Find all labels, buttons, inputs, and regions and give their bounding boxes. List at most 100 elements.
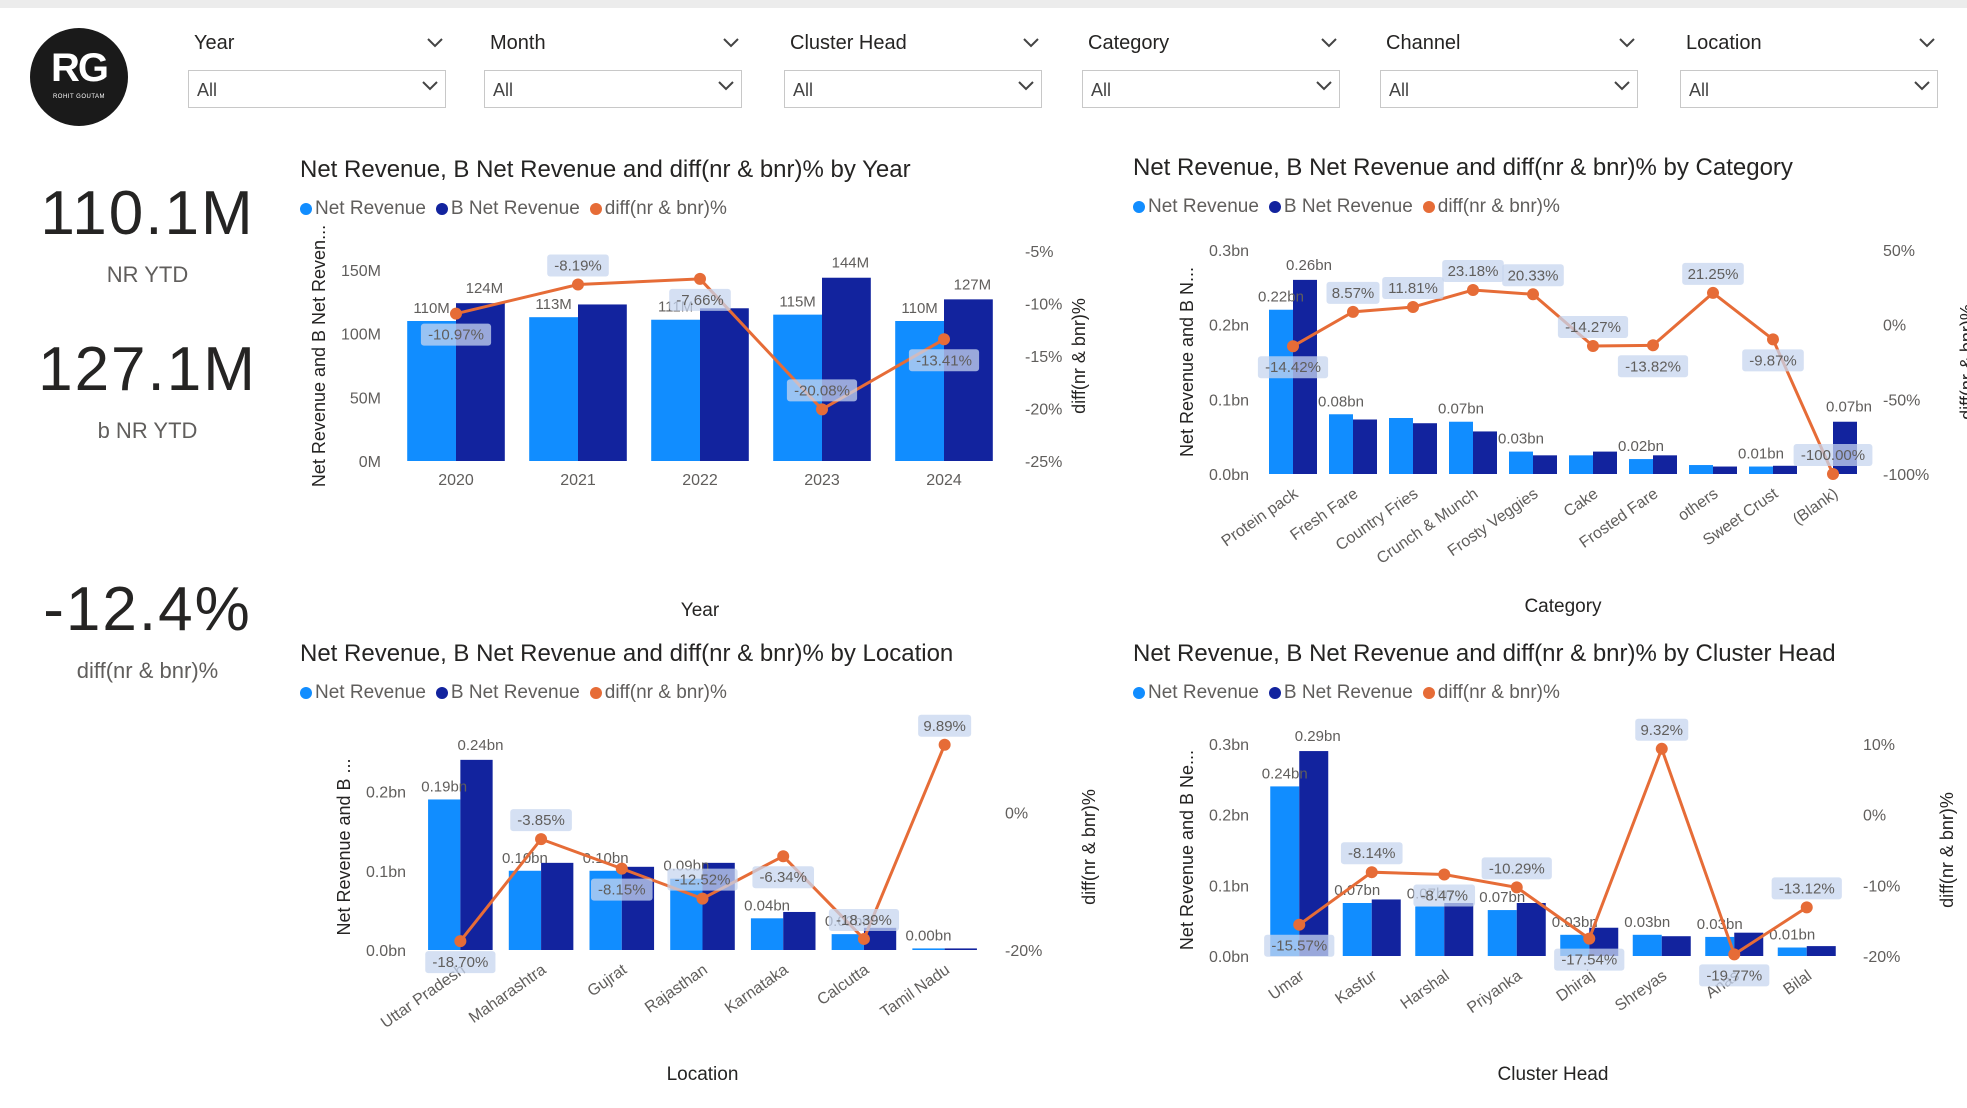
point-diff[interactable] [535,833,548,846]
bar-b-net-revenue[interactable] [1773,465,1797,474]
bar-b-net-revenue[interactable] [1371,899,1401,956]
slicer-dropdown[interactable]: All [188,70,446,108]
point-diff[interactable] [1767,333,1779,346]
bar-net-revenue[interactable] [750,918,784,950]
point-diff[interactable] [1365,866,1378,879]
chevron-down-icon[interactable] [1320,36,1338,54]
chevron-down-icon[interactable] [426,36,444,54]
slicer-channel[interactable]: Channel All [1380,28,1642,112]
chart-category[interactable]: Net Revenue, B Net Revenue and diff(nr &… [1133,154,1967,624]
bar-b-net-revenue[interactable] [1353,419,1377,474]
slicer-cluster-head[interactable]: Cluster Head All [784,28,1046,112]
bar-net-revenue[interactable] [1705,936,1735,956]
chart-location[interactable]: Net Revenue, B Net Revenue and diff(nr &… [300,640,1099,1090]
slicer-year[interactable]: Year All [188,28,450,112]
point-diff[interactable] [1527,288,1539,301]
line-diff[interactable] [1298,744,1808,957]
legend-item-b-net-revenue[interactable]: B Net Revenue [435,682,580,703]
bar-b-net-revenue[interactable] [1413,423,1437,474]
point-diff[interactable] [1800,901,1813,914]
bar-net-revenue[interactable] [1342,903,1372,956]
legend-item-b-net-revenue[interactable]: B Net Revenue [1268,682,1413,703]
point-diff[interactable] [572,278,584,291]
bar-b-net-revenue[interactable] [1713,466,1737,474]
bar-net-revenue[interactable] [1329,414,1353,474]
bar-net-revenue[interactable] [1449,421,1473,474]
chevron-down-icon[interactable] [717,79,735,97]
bar-net-revenue[interactable] [1389,418,1413,474]
slicer-dropdown[interactable]: All [484,70,742,108]
bar-b-net-revenue[interactable] [863,927,897,950]
bar-net-revenue[interactable] [1629,459,1653,474]
bar-net-revenue[interactable] [1569,455,1593,474]
slicer-category[interactable]: Category All [1082,28,1344,112]
bar-b-net-revenue[interactable] [1533,455,1557,474]
bar-b-net-revenue[interactable] [783,911,816,950]
bar-net-revenue[interactable] [912,948,945,950]
legend-item-diff[interactable]: diff(nr & bnr)% [1422,682,1560,703]
slicer-dropdown[interactable]: All [1380,70,1638,108]
legend-item-net-revenue[interactable]: Net Revenue [1133,682,1259,703]
point-diff[interactable] [938,738,951,751]
point-diff[interactable] [1293,918,1306,931]
chevron-down-icon[interactable] [1315,79,1333,97]
bar-net-revenue[interactable] [508,870,542,950]
bar-b-net-revenue[interactable] [944,299,993,461]
chevron-down-icon[interactable] [1017,79,1035,97]
bar-net-revenue[interactable] [1415,906,1445,956]
chevron-down-icon[interactable] [1022,36,1040,54]
point-diff[interactable] [1347,305,1359,318]
bar-b-net-revenue[interactable] [578,304,627,461]
bar-net-revenue[interactable] [1689,465,1713,474]
point-diff[interactable] [938,333,950,346]
slicer-month[interactable]: Month All [484,28,746,112]
bar-b-net-revenue[interactable] [1653,455,1677,474]
bar-net-revenue[interactable] [1270,786,1300,956]
point-diff[interactable] [1728,948,1741,961]
point-diff[interactable] [777,850,790,863]
point-diff[interactable] [696,892,709,905]
chevron-down-icon[interactable] [1613,79,1631,97]
point-diff[interactable] [1510,881,1523,894]
bar-net-revenue[interactable] [1749,466,1773,474]
legend-item-b-net-revenue[interactable]: B Net Revenue [435,198,580,219]
point-diff[interactable] [1467,284,1479,297]
bar-net-revenue[interactable] [1777,947,1807,956]
bar-net-revenue[interactable] [1487,910,1517,956]
bar-net-revenue[interactable] [651,319,700,461]
chevron-down-icon[interactable] [1618,36,1636,54]
bar-b-net-revenue[interactable] [944,948,977,950]
chevron-down-icon[interactable] [1918,36,1936,54]
legend-item-net-revenue[interactable]: Net Revenue [300,198,426,219]
slicer-dropdown[interactable]: All [784,70,1042,108]
slicer-location[interactable]: Location All [1680,28,1942,112]
chart-year[interactable]: Net Revenue, B Net Revenue and diff(nr &… [300,156,1090,626]
bar-b-net-revenue[interactable] [1473,431,1497,474]
point-diff[interactable] [615,862,628,875]
point-diff[interactable] [857,932,870,945]
legend-item-net-revenue[interactable]: Net Revenue [1133,196,1259,217]
legend-item-diff[interactable]: diff(nr & bnr)% [589,198,727,219]
point-diff[interactable] [454,935,467,948]
legend-item-b-net-revenue[interactable]: B Net Revenue [1268,196,1413,217]
point-diff[interactable] [1655,742,1668,755]
bar-b-net-revenue[interactable] [1593,451,1617,474]
point-diff[interactable] [1647,339,1659,352]
point-diff[interactable] [1707,286,1719,299]
legend-item-diff[interactable]: diff(nr & bnr)% [589,682,727,703]
bar-net-revenue[interactable] [428,799,461,950]
point-diff[interactable] [816,403,828,416]
bar-net-revenue[interactable] [1269,309,1293,474]
slicer-dropdown[interactable]: All [1680,70,1938,108]
point-diff[interactable] [1583,932,1596,945]
bar-b-net-revenue[interactable] [1661,936,1691,956]
point-diff[interactable] [450,307,462,320]
point-diff[interactable] [694,272,706,285]
chevron-down-icon[interactable] [722,36,740,54]
bar-b-net-revenue[interactable] [822,277,871,461]
bar-net-revenue[interactable] [1509,451,1533,474]
bar-b-net-revenue[interactable] [1806,946,1836,956]
legend-item-net-revenue[interactable]: Net Revenue [300,682,426,703]
chevron-down-icon[interactable] [421,79,439,97]
bar-b-net-revenue[interactable] [1516,903,1546,956]
